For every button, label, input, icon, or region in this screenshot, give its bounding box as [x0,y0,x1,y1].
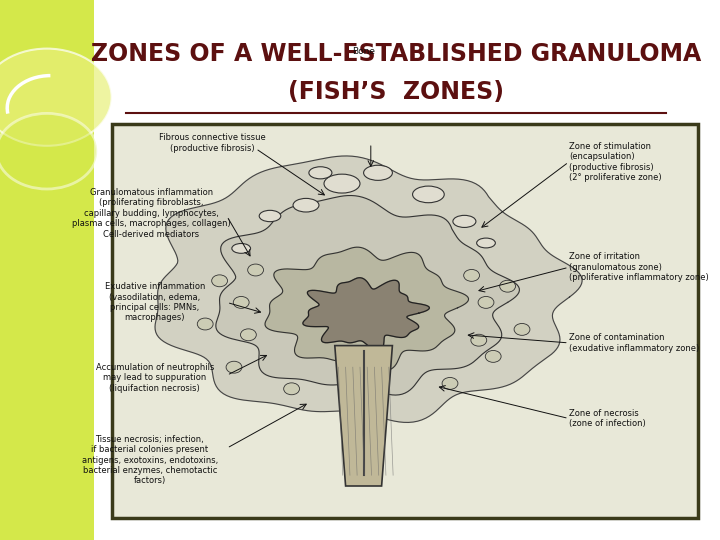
Text: Zone of irritation
(granulomatous zone)
(proliferative inflammatory zone): Zone of irritation (granulomatous zone) … [569,252,708,282]
Text: ZONES OF A WELL-ESTABLISHED GRANULOMA: ZONES OF A WELL-ESTABLISHED GRANULOMA [91,42,701,66]
Polygon shape [155,156,582,422]
Ellipse shape [364,165,392,180]
Ellipse shape [477,238,495,248]
Circle shape [284,383,300,395]
Text: Accumulation of neutrophils
may lead to suppuration
(liquifaction necrosis): Accumulation of neutrophils may lead to … [96,363,214,393]
Circle shape [500,280,516,292]
Circle shape [464,269,480,281]
Text: Granulomatous inflammation
(proliferating fibroblasts,
capillary budding, lympho: Granulomatous inflammation (proliferatin… [72,188,230,239]
Text: Zone of contamination
(exudative inflammatory zone): Zone of contamination (exudative inflamm… [569,333,699,353]
Circle shape [514,323,530,335]
Polygon shape [335,346,392,486]
Ellipse shape [309,167,332,179]
Circle shape [226,361,242,373]
Ellipse shape [324,174,360,193]
Circle shape [442,377,458,389]
Ellipse shape [453,215,476,227]
Text: Bone: Bone [352,47,375,56]
Circle shape [248,264,264,276]
Ellipse shape [259,210,281,222]
Polygon shape [265,247,469,370]
Text: Tissue necrosis; infection,
if bacterial colonies present
antigens, exotoxins, e: Tissue necrosis; infection, if bacterial… [81,435,218,485]
Bar [94,0,720,540]
Circle shape [471,334,487,346]
Circle shape [240,329,256,341]
Bar [112,124,698,518]
Text: Exudative inflammation
(vasodilation, edema,
principal cells: PMNs,
macrophages): Exudative inflammation (vasodilation, ed… [104,282,205,322]
Polygon shape [303,278,429,350]
Circle shape [212,275,228,287]
Text: Zone of stimulation
(encapsulation)
(productive fibrosis)
(2° proliferative zone: Zone of stimulation (encapsulation) (pro… [569,142,662,182]
Circle shape [478,296,494,308]
Bar [0,0,94,540]
Text: Fibrous connective tissue
(productive fibrosis): Fibrous connective tissue (productive fi… [159,133,266,153]
Circle shape [197,318,213,330]
Circle shape [485,350,501,362]
Circle shape [0,113,97,189]
Circle shape [0,49,112,146]
Ellipse shape [232,244,251,253]
Polygon shape [216,195,519,395]
Ellipse shape [293,198,319,212]
Text: (FISH’S  ZONES): (FISH’S ZONES) [288,80,504,104]
Ellipse shape [413,186,444,202]
Circle shape [233,296,249,308]
Text: Zone of necrosis
(zone of infection): Zone of necrosis (zone of infection) [569,409,646,428]
